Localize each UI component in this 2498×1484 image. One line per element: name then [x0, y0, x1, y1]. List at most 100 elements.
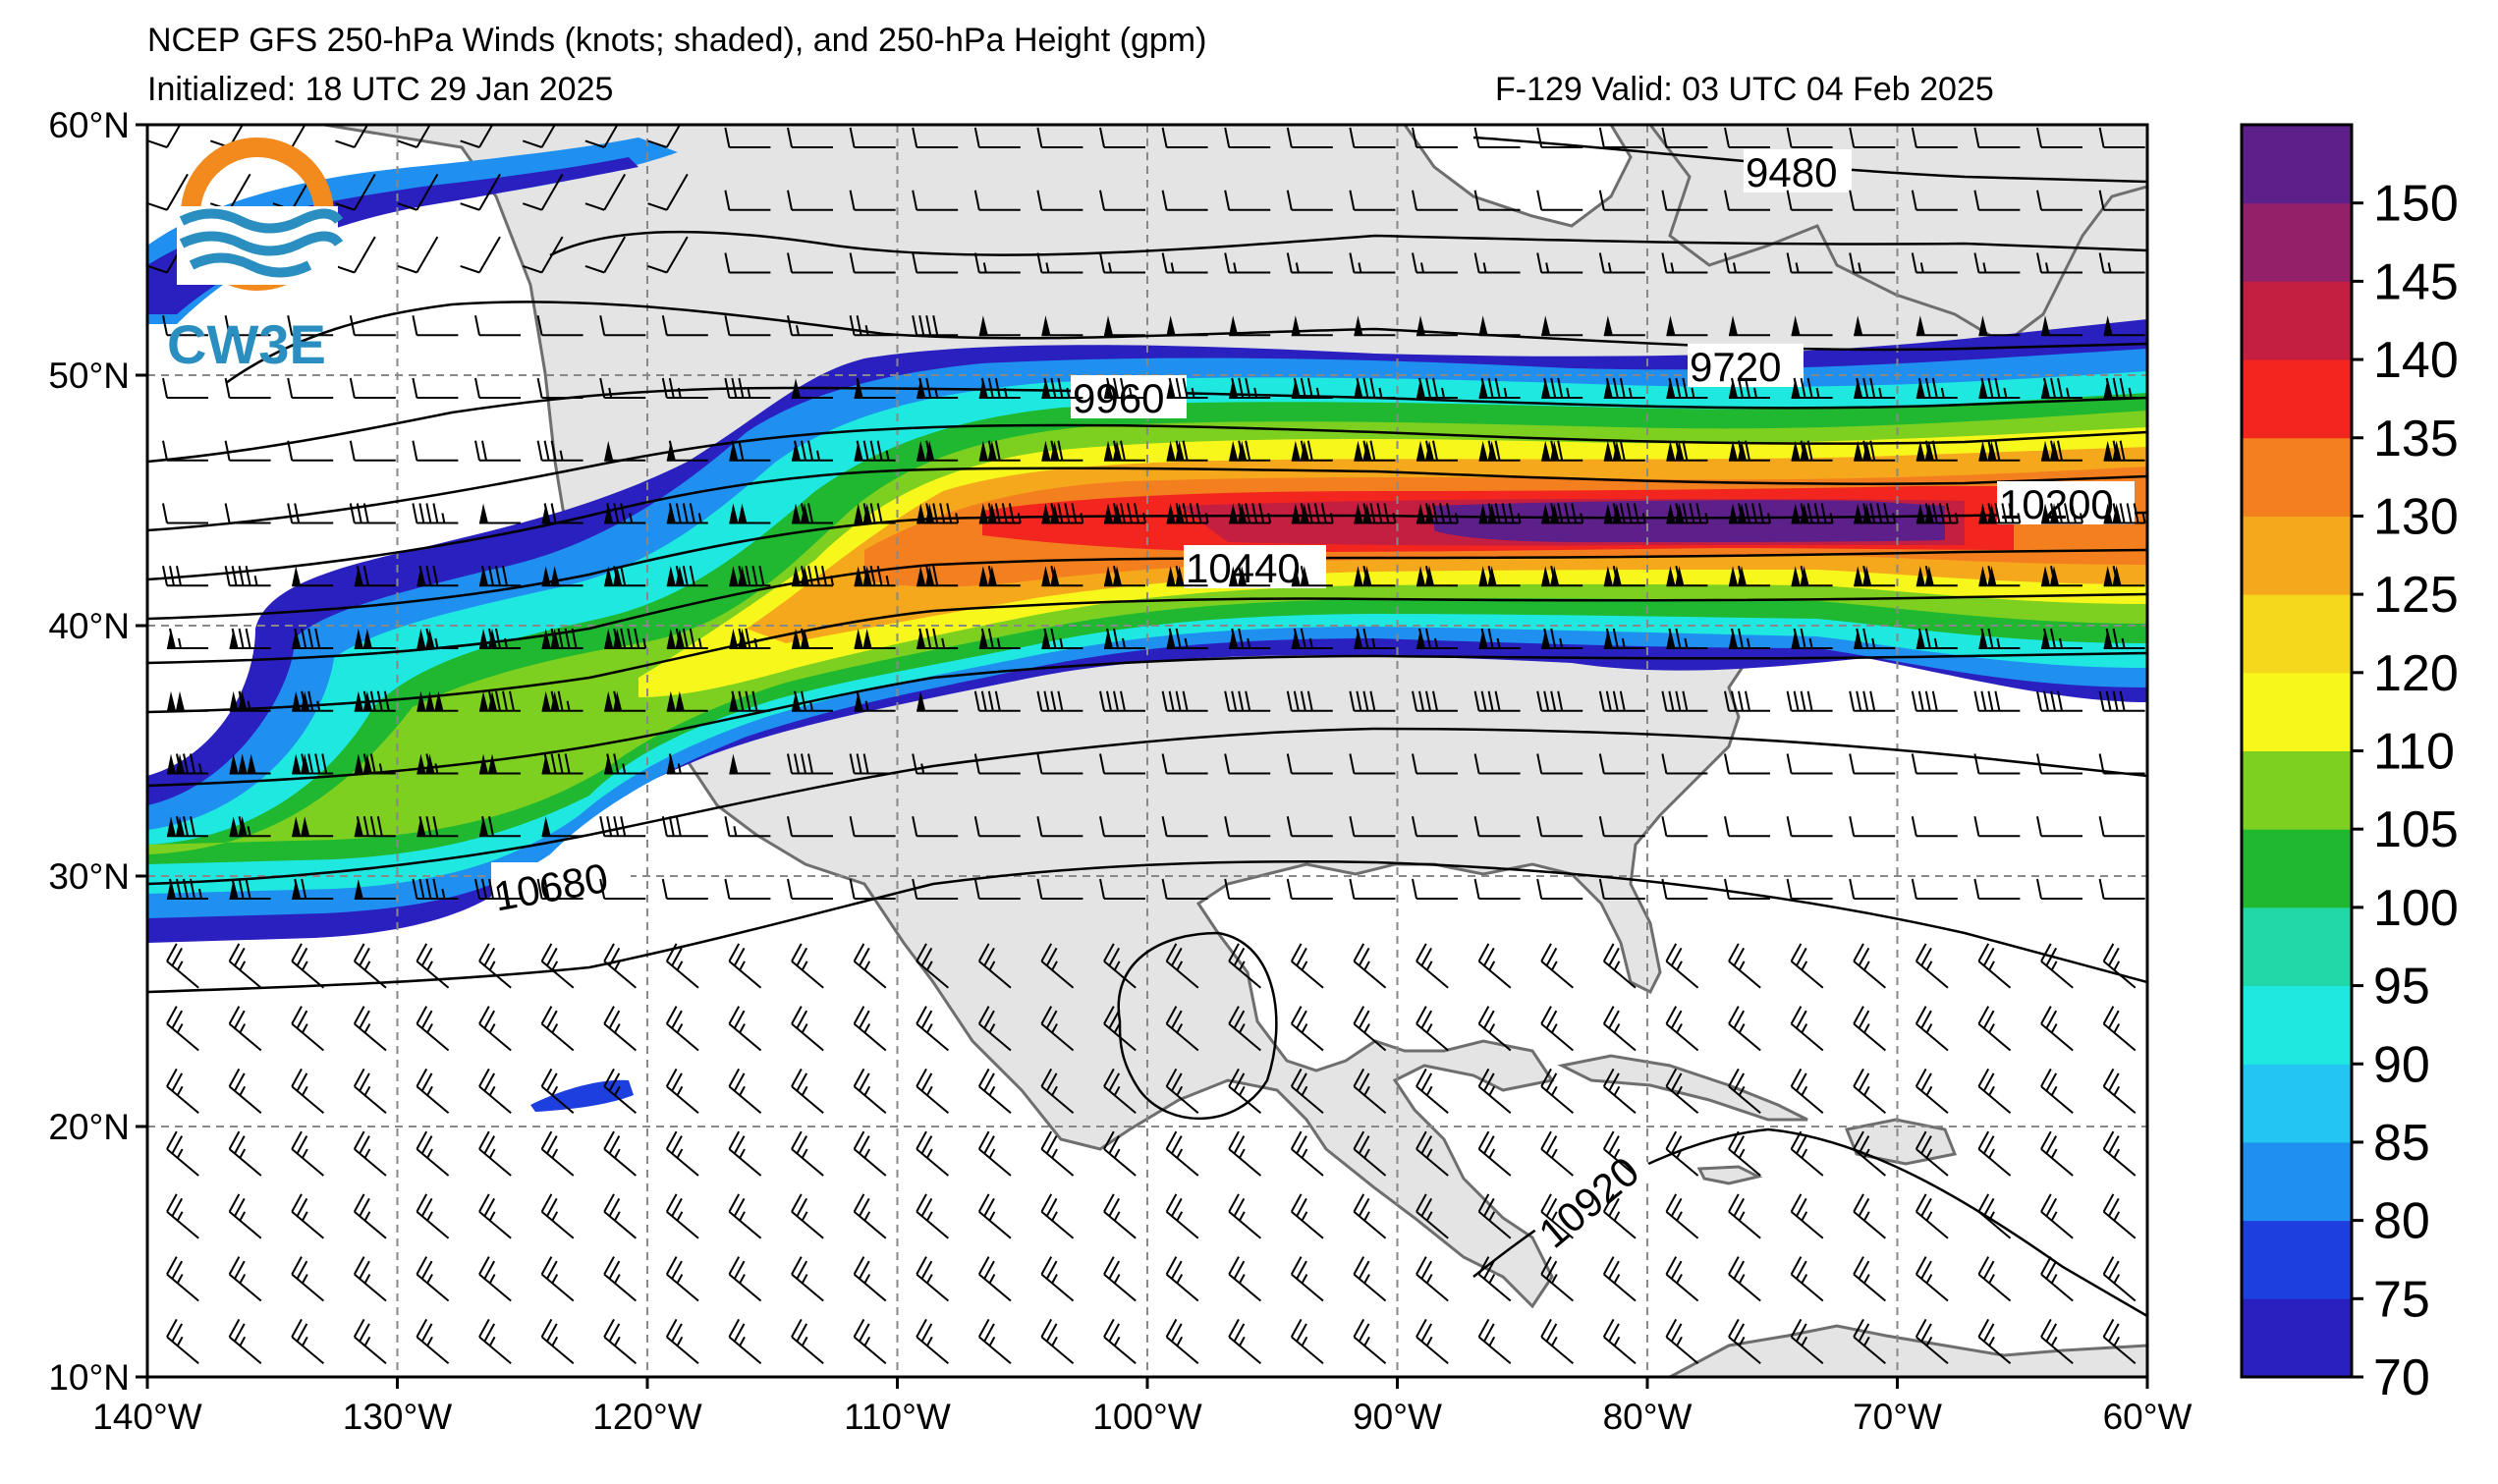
wind-barb — [978, 440, 1021, 462]
wind-barb — [2098, 816, 2145, 838]
wind-barb — [540, 943, 575, 989]
wind-barb — [541, 628, 583, 649]
wind-barb — [1536, 753, 1583, 775]
wind-barb — [1161, 816, 1208, 838]
wind-barb — [1473, 690, 1521, 712]
lat-label-60n: 60°N — [48, 105, 130, 145]
wind-barb — [354, 816, 396, 838]
wind-barb — [1041, 628, 1083, 649]
wind-barb — [1228, 1318, 1262, 1365]
wind-barb — [1224, 816, 1271, 838]
wind-barb — [1661, 127, 1708, 148]
wind-barb — [353, 1068, 387, 1115]
wind-barb — [1228, 1193, 1262, 1239]
wind-barb — [540, 1130, 575, 1177]
colorbar-segment — [2242, 359, 2352, 439]
wind-barb — [229, 690, 271, 712]
wind-barb — [1349, 690, 1396, 712]
wind-barb — [1349, 816, 1396, 838]
wind-barb — [1103, 1006, 1137, 1052]
lat-axis: 60°N 50°N 40°N 30°N 20°N 10°N — [48, 105, 147, 1398]
wind-barb — [978, 377, 1021, 399]
wind-barb — [1540, 1068, 1575, 1115]
wind-barb — [1041, 566, 1083, 587]
wind-barb — [1973, 127, 2021, 148]
wind-barb — [1661, 690, 1708, 712]
wind-barb — [977, 1006, 1012, 1052]
wind-barb — [2103, 440, 2145, 462]
wind-barb — [1853, 1006, 1887, 1052]
wind-barb — [1786, 252, 1833, 274]
wind-barb — [162, 315, 208, 337]
wind-barb — [978, 566, 1021, 587]
wind-barb — [1477, 943, 1512, 989]
wind-barb — [792, 690, 833, 712]
wind-barb — [1978, 503, 2022, 524]
wind-barb — [1849, 878, 1896, 900]
wind-barb — [416, 1130, 450, 1177]
wind-barb — [1977, 1256, 2012, 1302]
colorbar-tick-label: 125 — [2373, 567, 2459, 624]
wind-barb — [1477, 1256, 1512, 1302]
wind-barb — [292, 816, 334, 838]
wind-barb — [1478, 503, 1522, 524]
wind-barb — [522, 173, 564, 211]
wind-barb — [1103, 1068, 1137, 1115]
wind-barb — [478, 1068, 512, 1115]
wind-barb — [1416, 1068, 1449, 1115]
wind-barb — [1477, 1006, 1512, 1052]
wind-barb — [2098, 753, 2145, 775]
wind-barb — [1286, 878, 1333, 900]
wind-barb — [1790, 1130, 1824, 1177]
wind-barb — [1854, 628, 1896, 649]
wind-barb — [1603, 315, 1645, 337]
wind-barb — [977, 1256, 1012, 1302]
wind-barb — [541, 690, 583, 712]
wind-barb — [2041, 315, 2082, 337]
wind-barb — [916, 1130, 950, 1177]
logo-wave-icon — [179, 208, 344, 234]
wind-barb — [229, 878, 271, 900]
wind-barb — [1536, 690, 1583, 712]
wind-barb — [1978, 628, 2021, 649]
wind-barb — [1228, 1256, 1262, 1302]
colorbar-tick-label: 130 — [2373, 488, 2459, 545]
wind-barb — [1602, 943, 1637, 989]
wind-barb — [1353, 1006, 1387, 1052]
colorbar-tick-label: 105 — [2373, 801, 2459, 858]
wind-barb — [1911, 127, 1958, 148]
wind-barb — [1291, 503, 1334, 524]
wind-barb — [1790, 1256, 1824, 1302]
wind-barb — [1416, 566, 1458, 587]
wind-barb — [349, 440, 396, 462]
wind-barb — [647, 125, 689, 148]
wind-barb — [1099, 878, 1145, 900]
colorbar-segment — [2242, 202, 2352, 282]
wind-barb — [1161, 753, 1208, 775]
wind-barb — [349, 377, 396, 399]
wind-barb — [1228, 1068, 1262, 1115]
wind-barb — [1661, 252, 1708, 274]
wind-barb — [1849, 690, 1896, 712]
wind-barb — [224, 503, 271, 524]
contour-10320 — [147, 548, 2147, 665]
wind-barb — [1977, 1068, 2012, 1115]
wind-barb — [2098, 127, 2145, 148]
wind-barb — [1041, 440, 1083, 462]
wind-barb — [1915, 1318, 1949, 1365]
wind-barb — [1224, 127, 1271, 148]
wind-barb — [1099, 690, 1145, 712]
wind-barb — [1790, 1068, 1824, 1115]
wind-barb — [1911, 190, 1958, 211]
wind-barb — [1915, 377, 1958, 399]
wind-barb — [977, 1318, 1012, 1365]
shade-small-patch — [530, 1079, 634, 1112]
wind-barb — [604, 503, 646, 524]
wind-barb — [1911, 252, 1958, 274]
wind-barb — [787, 878, 833, 900]
wind-barb — [1598, 690, 1645, 712]
wind-barb — [1161, 190, 1208, 211]
wind-barb — [349, 503, 396, 524]
wind-barb — [599, 315, 646, 337]
wind-barb — [1349, 878, 1396, 900]
